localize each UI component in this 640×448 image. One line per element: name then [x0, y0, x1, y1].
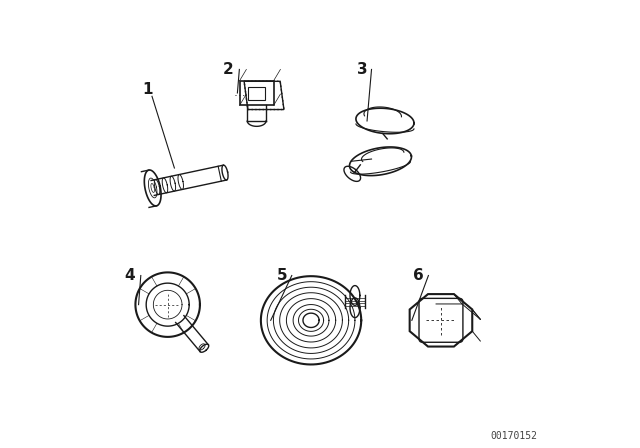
Text: 4: 4 — [124, 268, 135, 283]
Text: 1: 1 — [142, 82, 153, 97]
Text: 2: 2 — [223, 62, 234, 77]
Text: 5: 5 — [276, 268, 287, 283]
Text: 00170152: 00170152 — [490, 431, 538, 441]
Text: 6: 6 — [413, 268, 424, 283]
Text: 3: 3 — [357, 62, 368, 77]
